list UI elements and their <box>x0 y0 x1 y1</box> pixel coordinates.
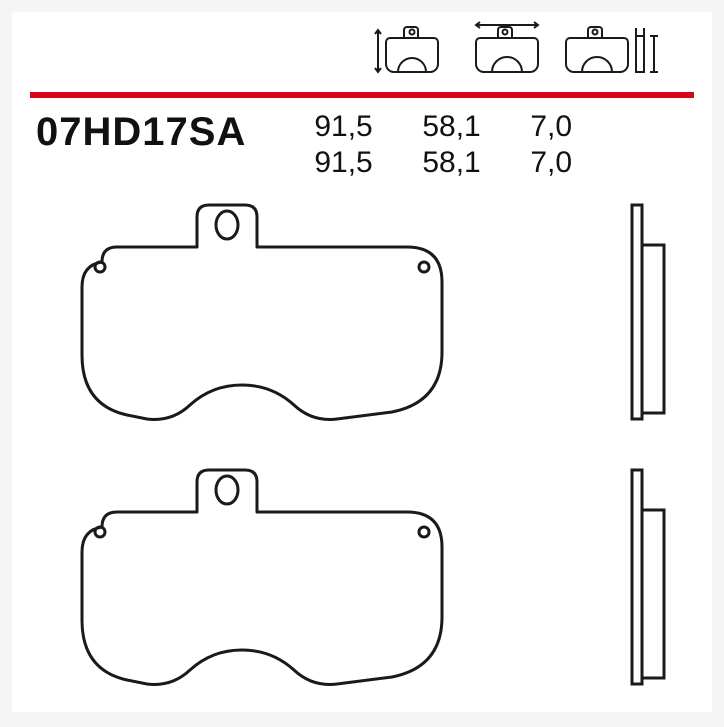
drawings-area <box>72 197 672 727</box>
pad-icon-thickness <box>564 20 662 76</box>
dim-thickness-2: 7,0 <box>530 146 590 180</box>
pad-icon-height <box>372 20 450 76</box>
part-row: 07HD17SA 91,5 58,1 7,0 91,5 58,1 7,0 <box>36 110 688 180</box>
part-number: 07HD17SA <box>36 110 246 155</box>
dim-height-1: 58,1 <box>422 110 512 144</box>
pad-side-1 <box>626 197 672 432</box>
canvas: 07HD17SA 91,5 58,1 7,0 91,5 58,1 7,0 <box>12 12 712 712</box>
header-icons <box>372 20 662 76</box>
pad-row-1 <box>72 197 672 432</box>
pad-row-2 <box>72 462 672 697</box>
dim-height-2: 58,1 <box>422 146 512 180</box>
pad-front-1 <box>72 197 452 432</box>
pad-icon-width <box>468 20 546 76</box>
red-divider <box>30 92 694 98</box>
dim-width-1: 91,5 <box>314 110 404 144</box>
dim-thickness-1: 7,0 <box>530 110 590 144</box>
dimension-table: 91,5 58,1 7,0 91,5 58,1 7,0 <box>314 110 590 180</box>
pad-side-2 <box>626 462 672 697</box>
pad-front-2 <box>72 462 452 697</box>
dim-width-2: 91,5 <box>314 146 404 180</box>
